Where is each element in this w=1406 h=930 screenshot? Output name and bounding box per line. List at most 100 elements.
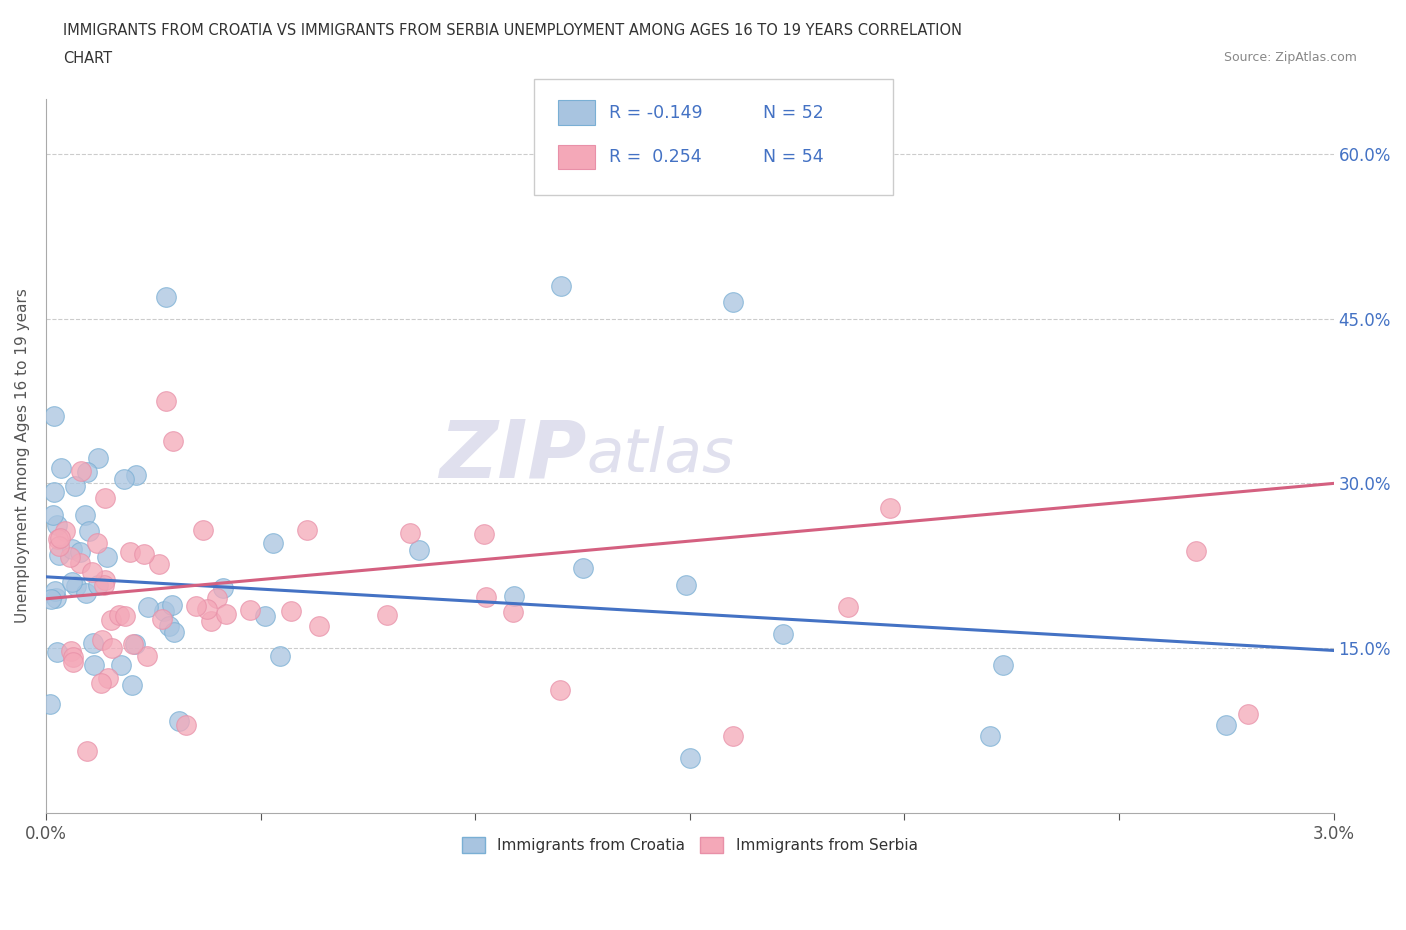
Text: N = 54: N = 54 bbox=[763, 148, 824, 166]
Point bbox=[39, 697, 62, 711]
Point bbox=[49, 531, 72, 546]
Point bbox=[44, 584, 66, 599]
Point bbox=[280, 604, 302, 618]
Point bbox=[65, 578, 87, 593]
Point bbox=[87, 451, 110, 466]
Point bbox=[174, 718, 197, 733]
Point bbox=[110, 658, 132, 672]
Point bbox=[97, 671, 120, 685]
Point bbox=[42, 508, 65, 523]
Point bbox=[155, 393, 177, 408]
Point bbox=[62, 541, 84, 556]
Point bbox=[1344, 206, 1367, 221]
Text: N = 52: N = 52 bbox=[763, 103, 824, 122]
Point bbox=[1236, 707, 1258, 722]
Point bbox=[94, 573, 117, 588]
Point bbox=[269, 649, 291, 664]
Point bbox=[879, 501, 901, 516]
Point bbox=[62, 654, 84, 669]
Point bbox=[108, 607, 131, 622]
Point bbox=[46, 532, 69, 547]
Point bbox=[212, 580, 235, 595]
Point bbox=[114, 609, 136, 624]
Point bbox=[59, 549, 82, 564]
Point bbox=[155, 289, 177, 304]
Point bbox=[42, 485, 65, 499]
Point bbox=[75, 585, 97, 600]
Point bbox=[134, 547, 156, 562]
Point bbox=[239, 603, 262, 618]
Point bbox=[90, 633, 112, 648]
Point bbox=[93, 578, 115, 592]
Point bbox=[205, 591, 228, 605]
Point bbox=[398, 525, 420, 540]
Point bbox=[96, 549, 118, 564]
Text: R =  0.254: R = 0.254 bbox=[609, 148, 702, 166]
Point bbox=[191, 523, 214, 538]
Point bbox=[53, 524, 76, 538]
Point bbox=[48, 538, 70, 553]
Text: R = -0.149: R = -0.149 bbox=[609, 103, 703, 122]
Point bbox=[472, 526, 495, 541]
Point bbox=[1185, 544, 1208, 559]
Point bbox=[41, 591, 63, 606]
Point bbox=[153, 604, 176, 618]
Point bbox=[83, 658, 105, 672]
Legend: Immigrants from Croatia, Immigrants from Serbia: Immigrants from Croatia, Immigrants from… bbox=[456, 830, 924, 859]
Point bbox=[150, 612, 173, 627]
Point bbox=[62, 650, 84, 665]
Point bbox=[124, 636, 146, 651]
Point bbox=[112, 472, 135, 486]
Point bbox=[82, 635, 104, 650]
Point bbox=[45, 591, 67, 605]
Point bbox=[215, 606, 238, 621]
Point bbox=[120, 545, 142, 560]
Point bbox=[162, 433, 184, 448]
Point bbox=[90, 675, 112, 690]
Point bbox=[979, 729, 1001, 744]
Point bbox=[162, 625, 184, 640]
Point bbox=[167, 713, 190, 728]
Point bbox=[572, 561, 595, 576]
Point bbox=[69, 545, 91, 560]
Text: CHART: CHART bbox=[63, 51, 112, 66]
Point bbox=[308, 618, 330, 633]
Point bbox=[160, 598, 183, 613]
Point bbox=[80, 565, 103, 579]
Point bbox=[548, 683, 571, 698]
Point bbox=[69, 463, 91, 478]
Point bbox=[837, 600, 859, 615]
Point bbox=[679, 751, 702, 765]
Point bbox=[76, 464, 98, 479]
Point bbox=[79, 524, 101, 538]
Point bbox=[69, 556, 91, 571]
Point bbox=[993, 658, 1015, 672]
Point bbox=[197, 601, 219, 616]
Point bbox=[59, 644, 82, 658]
Point bbox=[377, 607, 399, 622]
Point bbox=[121, 637, 143, 652]
Point bbox=[721, 295, 744, 310]
Point bbox=[87, 578, 110, 592]
Point bbox=[550, 278, 572, 293]
Text: ZIP: ZIP bbox=[440, 417, 586, 495]
Point bbox=[502, 589, 524, 604]
Point bbox=[184, 599, 207, 614]
Point bbox=[44, 408, 66, 423]
Point bbox=[86, 536, 108, 551]
Point bbox=[124, 468, 146, 483]
Point bbox=[502, 604, 524, 619]
Point bbox=[63, 478, 86, 493]
Point bbox=[100, 612, 122, 627]
Point bbox=[772, 627, 794, 642]
Point bbox=[295, 523, 318, 538]
Point bbox=[136, 600, 159, 615]
Point bbox=[1215, 718, 1237, 733]
Point bbox=[76, 744, 98, 759]
Point bbox=[46, 517, 69, 532]
Point bbox=[48, 548, 70, 563]
Point bbox=[408, 543, 430, 558]
Point bbox=[101, 641, 124, 656]
Point bbox=[200, 613, 222, 628]
Point bbox=[121, 677, 143, 692]
